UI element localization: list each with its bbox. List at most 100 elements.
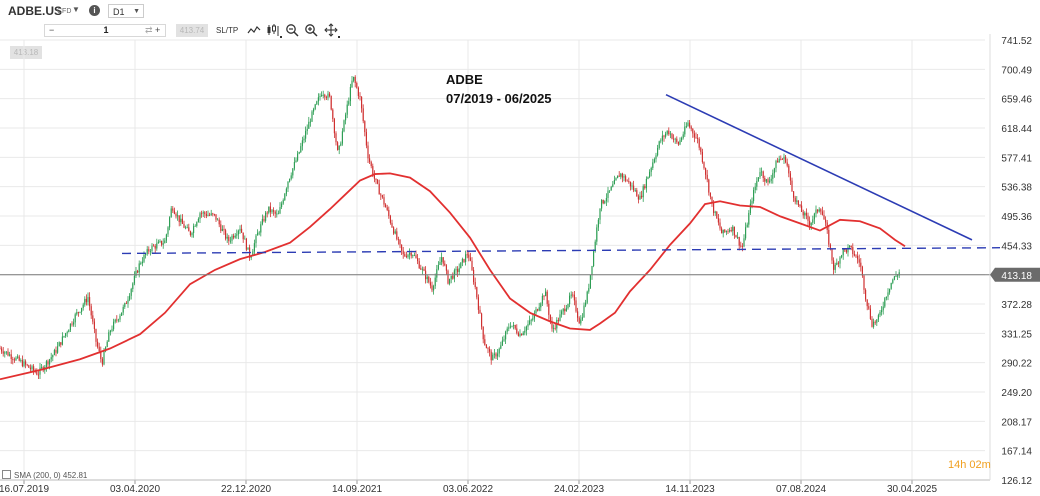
candle-body — [562, 308, 564, 312]
candle-body — [97, 341, 99, 347]
candle-body — [108, 332, 110, 342]
candle-body — [769, 180, 771, 183]
candle-body — [178, 215, 180, 223]
quantity-value[interactable]: 1 — [103, 25, 109, 35]
candle-body — [450, 275, 452, 279]
candle-body — [322, 94, 324, 96]
candle-body — [495, 353, 497, 357]
candle-body — [850, 245, 852, 248]
candle-body — [713, 203, 715, 213]
candle-body — [516, 328, 518, 334]
candle-body — [100, 351, 102, 359]
candle-body — [215, 214, 217, 220]
candle-body — [92, 315, 94, 322]
candle-body — [231, 235, 233, 241]
candle-body — [529, 320, 531, 325]
candle-body — [98, 346, 100, 352]
candle-body — [761, 171, 763, 173]
candle-body — [538, 307, 540, 311]
plus-button[interactable]: + — [155, 25, 161, 35]
reset-icon[interactable]: ⇄ — [145, 25, 153, 35]
timeframe-select[interactable]: D1 ▼ — [108, 4, 144, 18]
candle-body — [506, 328, 508, 332]
candle-body — [143, 254, 145, 262]
candle-body — [260, 224, 262, 233]
chart-title-symbol: ADBE — [446, 72, 483, 87]
x-tick-label: 03.06.2022 — [443, 484, 493, 495]
candle-body — [501, 340, 503, 346]
candle-body — [882, 306, 884, 311]
quantity-stepper[interactable]: − 1 ⇄ + — [44, 24, 166, 37]
candle-body — [765, 179, 767, 182]
candle-body — [313, 109, 315, 112]
sltp-button[interactable]: SL/TP — [216, 26, 239, 35]
symbol-label[interactable]: ADBE.US — [8, 4, 63, 18]
candle-body — [367, 145, 369, 159]
candle-body — [417, 258, 419, 262]
symbol-dropdown-icon[interactable]: ▼ — [72, 5, 80, 14]
zoom-out-icon[interactable] — [285, 23, 299, 37]
candle-body — [626, 180, 628, 182]
sell-price-button[interactable]: 413.18 — [10, 46, 42, 59]
candle-body — [81, 307, 83, 312]
candle-body — [353, 76, 355, 81]
candle-body — [348, 101, 350, 105]
candle-body — [569, 295, 571, 305]
line-style-icon[interactable] — [247, 23, 261, 37]
candle-body — [396, 231, 398, 240]
candle-body — [138, 263, 140, 273]
candle-body — [261, 218, 263, 225]
candle-body — [741, 246, 743, 247]
candle-body — [753, 190, 755, 202]
candle-body — [170, 208, 172, 218]
candle-type-icon[interactable] — [266, 23, 282, 38]
candle-body — [473, 269, 475, 283]
candle-body — [47, 361, 49, 365]
candle-body — [172, 208, 174, 211]
candle-body — [295, 160, 297, 163]
candle-body — [858, 259, 860, 263]
candle-body — [281, 203, 283, 208]
zoom-in-icon[interactable] — [304, 23, 318, 37]
candle-body — [842, 249, 844, 256]
candle-body — [447, 270, 449, 284]
candle-body — [7, 351, 9, 356]
candle-body — [76, 312, 78, 315]
sma-legend[interactable]: SMA (200, 0) 452.81 — [2, 470, 87, 480]
candle-body — [45, 361, 47, 368]
candle-body — [698, 139, 700, 148]
candle-body — [55, 350, 57, 353]
info-icon[interactable]: i — [89, 5, 100, 16]
y-tick-label: 167.14 — [1001, 447, 1032, 458]
candle-body — [309, 121, 311, 123]
candle-body — [116, 319, 118, 321]
candle-body — [804, 212, 806, 216]
candle-body — [346, 104, 348, 115]
candle-body — [52, 355, 54, 358]
candle-body — [279, 207, 281, 214]
candle-body — [849, 245, 851, 248]
candle-body — [852, 247, 854, 254]
candle-body — [754, 186, 756, 191]
candle-body — [210, 213, 212, 215]
candle-body — [439, 261, 441, 265]
candle-body — [573, 294, 575, 301]
top-toolbar: ADBE.US CFD ▼ i D1 ▼ — [0, 0, 1040, 22]
candle-body — [397, 239, 399, 240]
candle-body — [652, 162, 654, 168]
candle-body — [177, 215, 179, 217]
candle-body — [317, 97, 319, 102]
minus-button[interactable]: − — [49, 25, 55, 35]
buy-price-button[interactable]: 413.74 — [176, 24, 208, 37]
candle-body — [124, 303, 126, 307]
candle-body — [581, 317, 583, 320]
candle-body — [311, 111, 313, 122]
candle-body — [266, 212, 268, 214]
crosshair-icon[interactable] — [324, 23, 340, 38]
candle-body — [457, 269, 459, 273]
candle-body — [780, 158, 782, 160]
candle-body — [783, 156, 785, 160]
candle-body — [869, 308, 871, 319]
candle-body — [601, 199, 603, 209]
